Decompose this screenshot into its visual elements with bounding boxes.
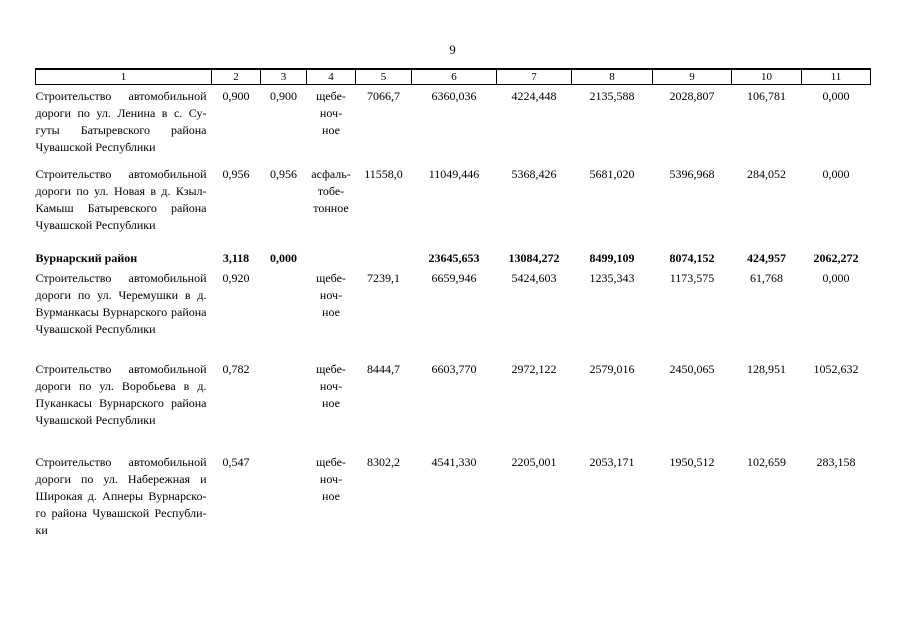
value-cell: 2579,016 xyxy=(589,362,635,376)
value-cell: 0,956 xyxy=(222,167,250,181)
value-cell: 0,900 xyxy=(270,89,297,103)
value-cell: 6603,770 xyxy=(431,362,477,376)
value-cell: 5368,426 xyxy=(511,167,557,181)
value-cell: 8499,109 xyxy=(589,251,635,265)
district-name-cell: Вурнарский район xyxy=(35,251,138,265)
value-cell: 8074,152 xyxy=(669,251,715,265)
value-cell: 1235,343 xyxy=(589,271,635,285)
table-row: Строительство автомобильной дороги по ул… xyxy=(36,358,871,451)
value-cell: 2053,171 xyxy=(589,455,635,469)
value-cell: 106,781 xyxy=(747,89,786,103)
value-cell: 8444,7 xyxy=(367,362,400,376)
value-cell: 2972,122 xyxy=(511,362,557,376)
value-cell: 7239,1 xyxy=(367,271,400,285)
value-cell: 0,000 xyxy=(822,89,850,103)
project-description-cell: Строительство автомобильной дороги по ул… xyxy=(35,455,207,537)
value-cell xyxy=(261,358,307,451)
value-cell: 3,118 xyxy=(222,251,250,265)
surface-type-cell: асфаль- тобе- тонное xyxy=(311,167,351,215)
value-cell: 0,900 xyxy=(222,89,250,103)
value-cell: 0,920 xyxy=(222,271,250,285)
value-cell: 5396,968 xyxy=(669,167,715,181)
page-number: 9 xyxy=(449,42,456,57)
value-cell: 2450,065 xyxy=(669,362,715,376)
value-cell: 283,158 xyxy=(816,455,856,469)
value-cell: 284,052 xyxy=(747,167,786,181)
value-cell: 1052,632 xyxy=(813,362,859,376)
column-header: 8 xyxy=(571,68,653,85)
value-cell: 424,957 xyxy=(747,251,786,265)
value-cell: 0,000 xyxy=(270,251,297,265)
value-cell: 0,000 xyxy=(822,271,850,285)
surface-type-cell xyxy=(307,247,356,267)
project-description-cell: Строительство автомобильной дороги по ул… xyxy=(35,89,207,154)
value-cell: 0,000 xyxy=(822,167,850,181)
value-cell: 7066,7 xyxy=(367,89,400,103)
value-cell: 102,659 xyxy=(747,455,786,469)
table-row: Строительство автомобильной дороги по ул… xyxy=(36,451,871,539)
value-cell: 11558,0 xyxy=(364,167,403,181)
value-cell: 5424,603 xyxy=(511,271,557,285)
column-header: 6 xyxy=(411,68,497,85)
value-cell: 11049,446 xyxy=(428,167,480,181)
project-description-cell: Строительство автомобильной дороги по ул… xyxy=(35,167,207,232)
district-total-row: Вурнарский район 3,118 0,000 23645,653 1… xyxy=(36,247,871,267)
value-cell: 8302,2 xyxy=(367,455,400,469)
value-cell: 5681,020 xyxy=(589,167,635,181)
value-cell: 128,951 xyxy=(747,362,786,376)
table-row: Строительство автомобильной дороги по ул… xyxy=(36,163,871,247)
column-header: 2 xyxy=(211,68,261,85)
construction-projects-table: 1 2 3 4 5 6 7 8 9 10 11 Строительство ав… xyxy=(35,68,871,539)
value-cell xyxy=(356,247,412,267)
value-cell: 2135,588 xyxy=(589,89,635,103)
value-cell: 0,547 xyxy=(222,455,250,469)
value-cell: 61,768 xyxy=(750,271,783,285)
surface-type-cell: щебе- ноч- ное xyxy=(316,455,346,503)
value-cell xyxy=(261,267,307,358)
document-page: 9 1 2 3 4 5 6 7 8 9 xyxy=(35,0,871,539)
column-header: 4 xyxy=(306,68,356,85)
column-header: 10 xyxy=(731,68,802,85)
project-description-cell: Строительство автомобильной дороги по ул… xyxy=(35,271,207,336)
value-cell: 4224,448 xyxy=(511,89,557,103)
column-header: 3 xyxy=(260,68,307,85)
value-cell: 2205,001 xyxy=(511,455,557,469)
column-header: 7 xyxy=(496,68,572,85)
table-row: Строительство автомобильной дороги по ул… xyxy=(36,267,871,358)
value-cell xyxy=(261,451,307,539)
column-header: 11 xyxy=(801,68,871,85)
value-cell: 23645,653 xyxy=(428,251,480,265)
column-header: 9 xyxy=(652,68,732,85)
surface-type-cell: щебе- ноч- ное xyxy=(316,362,346,410)
value-cell: 2028,807 xyxy=(669,89,715,103)
column-header: 1 xyxy=(35,68,212,85)
project-description-cell: Строительство автомобильной дороги по ул… xyxy=(35,362,207,427)
value-cell: 1173,575 xyxy=(669,271,715,285)
value-cell: 6659,946 xyxy=(431,271,477,285)
value-cell: 1950,512 xyxy=(669,455,715,469)
value-cell: 0,956 xyxy=(270,167,297,181)
value-cell: 13084,272 xyxy=(508,251,560,265)
table-row: Строительство автомобильной дороги по ул… xyxy=(36,85,871,164)
surface-type-cell: щебе- ноч- ное xyxy=(316,271,346,319)
table-header-row: 1 2 3 4 5 6 7 8 9 10 11 xyxy=(35,68,871,85)
value-cell: 6360,036 xyxy=(431,89,477,103)
value-cell: 0,782 xyxy=(222,362,250,376)
surface-type-cell: щебе- ноч- ное xyxy=(316,89,346,137)
column-header: 5 xyxy=(355,68,412,85)
value-cell: 2062,272 xyxy=(813,251,859,265)
value-cell: 4541,330 xyxy=(431,455,477,469)
